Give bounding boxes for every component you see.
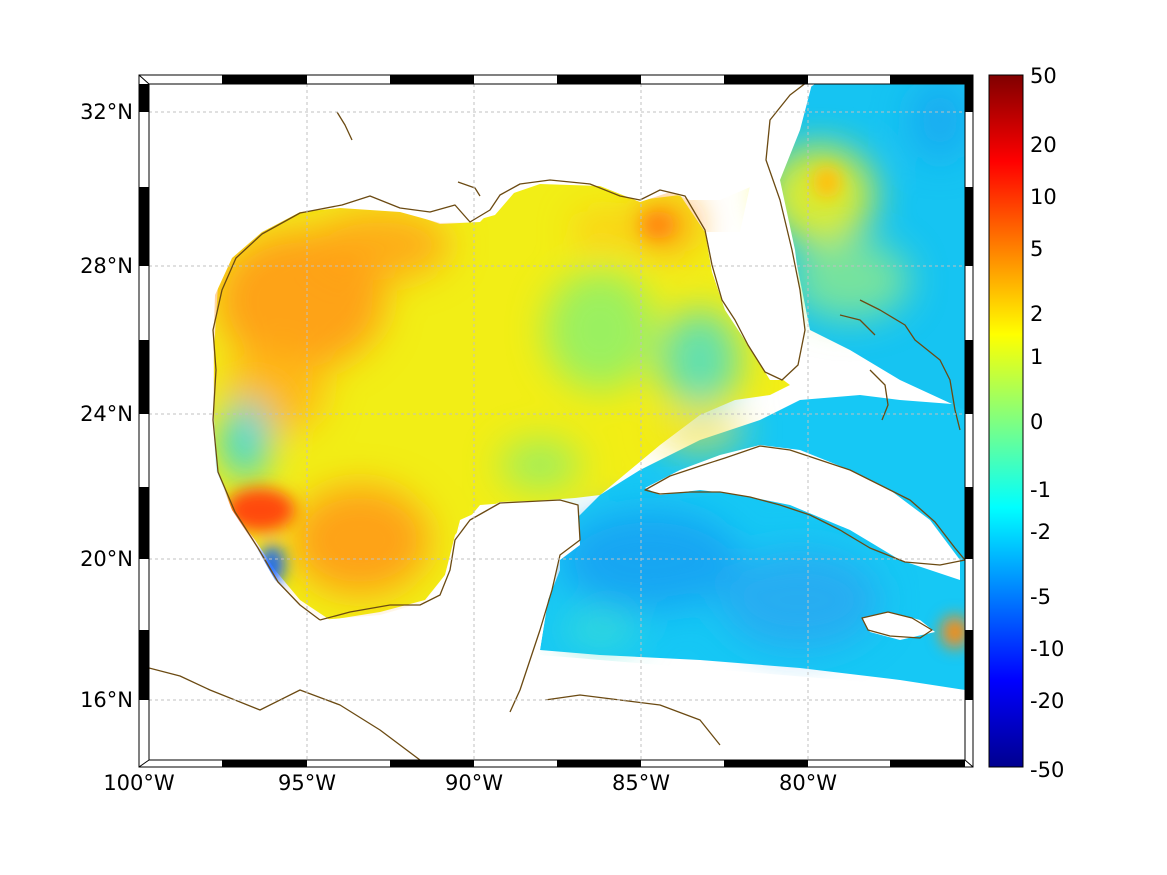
lat-label: 28°N (80, 254, 133, 278)
colorbar-tick: 2 (1030, 302, 1043, 326)
colorbar-tick: -10 (1030, 637, 1064, 661)
florida-land (705, 84, 812, 380)
coastline-layer (149, 84, 965, 760)
grid-lines (149, 84, 965, 760)
north-land (149, 84, 815, 295)
lon-label: 95°W (278, 771, 336, 795)
colorbar-tick: 50 (1030, 64, 1057, 88)
lat-label: 16°N (80, 688, 133, 712)
colorbar-tick: 20 (1030, 133, 1057, 157)
south-mexico-land (149, 520, 460, 760)
colorbar-tick: -2 (1030, 520, 1051, 544)
lon-label: 85°W (612, 771, 670, 795)
lon-labels: 100°W 95°W 90°W 85°W 80°W (103, 771, 837, 795)
colorbar-tick: -20 (1030, 689, 1064, 713)
colorbar-gradient (988, 74, 1024, 768)
cuba-land (645, 445, 960, 580)
colorbar-tick: 10 (1030, 185, 1057, 209)
colorbar-tick: 1 (1030, 345, 1043, 369)
colorbar-tick: 5 (1030, 237, 1043, 261)
field-layer (214, 84, 965, 690)
south-shelf-land (430, 655, 965, 760)
lat-label: 32°N (80, 100, 133, 124)
lat-labels: 32°N 28°N 24°N 20°N 16°N (80, 100, 133, 712)
colorbar-tick: -50 (1030, 758, 1064, 782)
lat-label: 20°N (80, 547, 133, 571)
land-layer (149, 84, 965, 760)
lat-label: 24°N (80, 402, 133, 426)
colorbar: 50 20 10 5 2 1 0 -1 -2 -5 -10 -20 -50 (988, 64, 1064, 782)
west-land (149, 295, 320, 620)
colorbar-tick: 0 (1030, 410, 1043, 434)
colorbar-tick: -1 (1030, 478, 1051, 502)
colorbar-tick: -5 (1030, 585, 1051, 609)
lon-label: 80°W (779, 771, 837, 795)
map-frame (138, 74, 974, 768)
yucatan-land (430, 500, 580, 720)
lon-label: 90°W (445, 771, 503, 795)
lon-label: 100°W (103, 771, 175, 795)
